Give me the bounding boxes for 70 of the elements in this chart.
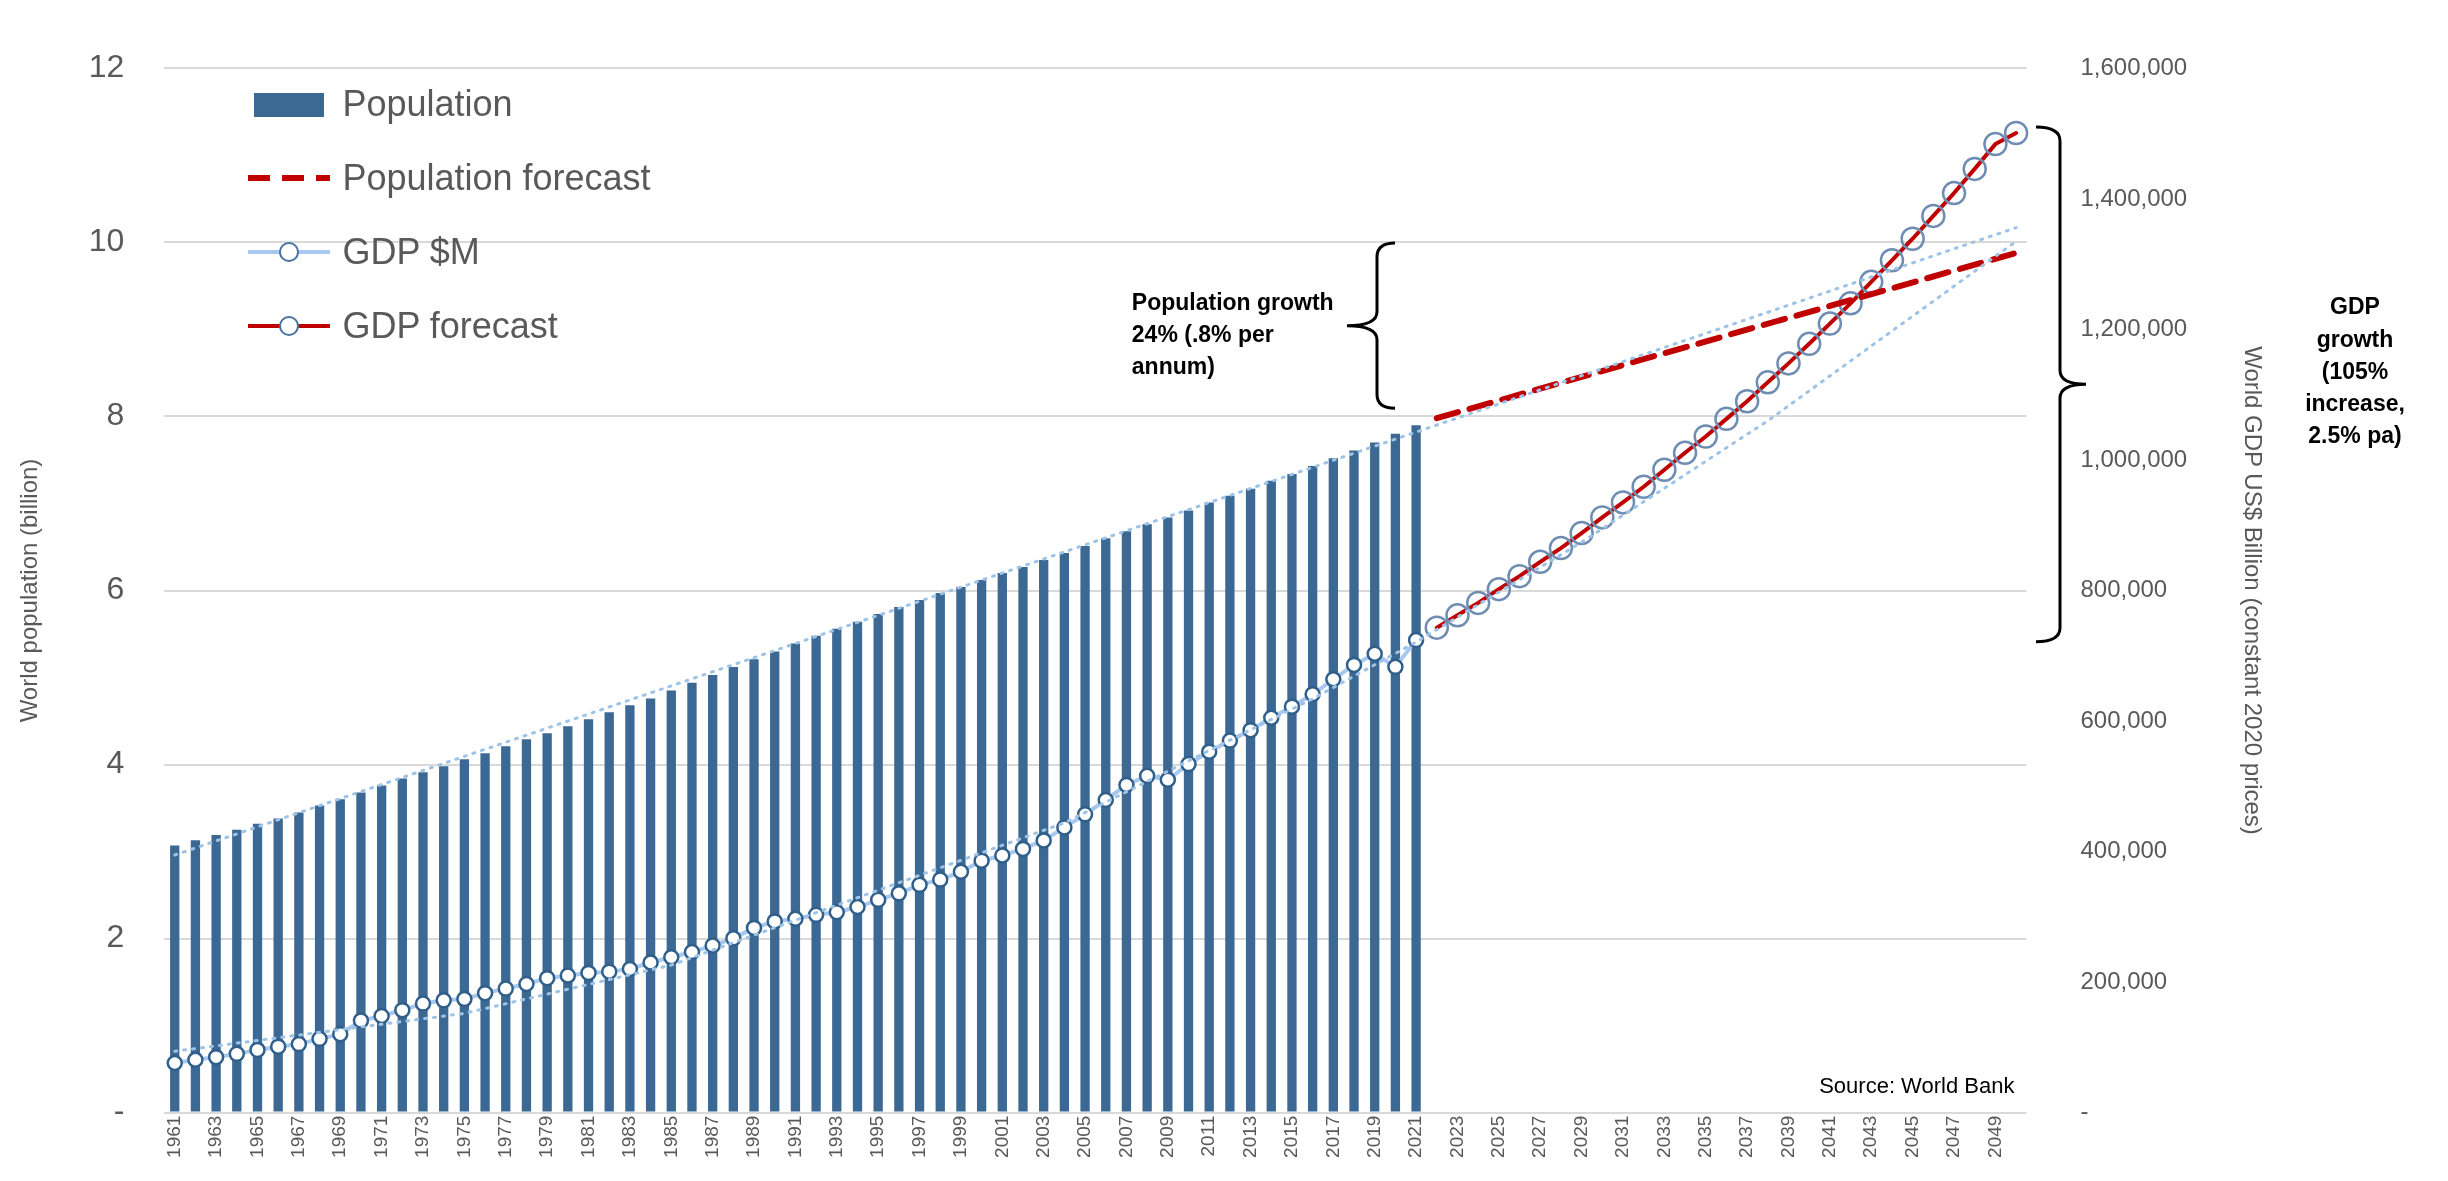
y2-tick-label: 800,000 <box>2080 575 2168 603</box>
x-tick-label: 1999 <box>949 1115 971 1158</box>
x-tick-label: 2007 <box>1114 1115 1136 1158</box>
x-tick-label: 1961 <box>162 1115 184 1158</box>
x-tick-label: 1963 <box>204 1115 226 1158</box>
x-tick-label: 2019 <box>1362 1115 1384 1158</box>
text: GDP growth (105% increase, 2.5% pa) <box>2304 292 2406 451</box>
x-tick-label: 2035 <box>1693 1115 1715 1158</box>
y-tick-label: 12 <box>88 48 125 85</box>
y-tick-label: 4 <box>106 744 125 781</box>
x-tick-label: 2017 <box>1321 1115 1343 1158</box>
y-tick-label: 10 <box>88 222 125 259</box>
x-tick-label: 1987 <box>700 1115 722 1158</box>
x-tick-label: 2011 <box>1197 1115 1219 1157</box>
y2-tick-label: - <box>2080 1097 2089 1125</box>
x-tick-label: 1967 <box>287 1115 309 1158</box>
annotation: Source: World Bank <box>1818 1071 2015 1100</box>
x-tick-label: 1981 <box>576 1115 598 1158</box>
y-tick-label: 8 <box>106 396 125 433</box>
x-tick-label: 1993 <box>825 1115 847 1158</box>
y2-axis-title: World GDP US$ Billion (constant 2020 prices) <box>2239 346 2267 835</box>
y-tick-label: 6 <box>106 570 125 607</box>
x-tick-label: 1979 <box>535 1115 557 1158</box>
y-tick-label: 2 <box>106 918 125 955</box>
x-tick-label: 2047 <box>1942 1115 1964 1158</box>
x-tick-label: 2003 <box>1031 1115 1053 1158</box>
x-tick-label: 1977 <box>494 1115 515 1158</box>
y2-tick-label: 1,200,000 <box>2080 314 2188 342</box>
x-tick-label: 2029 <box>1569 1115 1591 1158</box>
x-tick-label: 1973 <box>411 1115 433 1158</box>
x-tick-label: 1991 <box>783 1115 805 1158</box>
x-tick-label: 2041 <box>1818 1115 1840 1158</box>
x-tick-label: 2033 <box>1652 1115 1674 1158</box>
legend-label: Population forecast <box>342 156 651 201</box>
y2-tick-label: 600,000 <box>2080 705 2168 733</box>
x-tick-label: 2009 <box>1156 1115 1178 1158</box>
x-tick-label: 1969 <box>328 1115 350 1158</box>
y2-tick-label: 1,000,000 <box>2080 444 2188 472</box>
x-tick-label: 1989 <box>742 1115 764 1158</box>
x-tick-label: 2049 <box>1983 1115 2005 1158</box>
y2-tick-label: 1,600,000 <box>2080 53 2188 81</box>
x-tick-label: 2005 <box>1073 1115 1095 1158</box>
x-tick-label: 2021 <box>1404 1115 1426 1158</box>
x-tick-label: 2001 <box>990 1115 1012 1158</box>
x-tick-label: 2037 <box>1735 1115 1757 1158</box>
x-tick-label: 2023 <box>1445 1115 1467 1158</box>
x-tick-label: 2013 <box>1238 1115 1260 1158</box>
x-tick-label: 1965 <box>245 1115 267 1158</box>
x-tick-label: 1997 <box>907 1115 929 1158</box>
legend-label: GDP forecast <box>342 304 558 349</box>
x-tick-label: 1995 <box>866 1115 888 1158</box>
legend-label: Population <box>342 82 513 127</box>
x-tick-label: 2025 <box>1487 1115 1509 1158</box>
x-tick-label: 2031 <box>1611 1115 1633 1158</box>
y2-tick-label: 1,400,000 <box>2080 183 2188 211</box>
y-axis-title: World population (billion) <box>15 458 43 723</box>
y2-tick-label: 400,000 <box>2080 836 2168 864</box>
x-tick-label: 1975 <box>452 1115 474 1158</box>
x-tick-label: 2015 <box>1280 1115 1302 1158</box>
x-tick-label: 2045 <box>1900 1115 1922 1158</box>
x-tick-label: 2039 <box>1776 1115 1798 1158</box>
x-tick-label: 2043 <box>1859 1115 1881 1158</box>
x-tick-label: 1971 <box>369 1115 391 1158</box>
x-tick-label: 1985 <box>659 1115 681 1158</box>
y-tick-label: - <box>113 1092 125 1129</box>
annotation: Population growth 24% (.8% per annum) <box>1131 287 1335 381</box>
y2-tick-label: 200,000 <box>2080 966 2168 994</box>
x-tick-label: 2027 <box>1528 1115 1550 1158</box>
legend-label: GDP $M <box>342 230 480 275</box>
x-tick-label: 1983 <box>618 1115 640 1158</box>
